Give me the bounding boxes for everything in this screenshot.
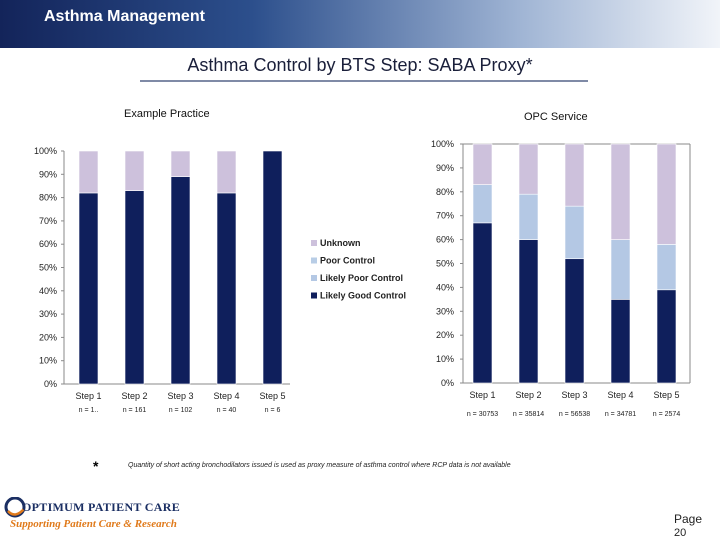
logo-tagline: Supporting Patient Care & Research — [10, 518, 177, 530]
bar-segment — [124, 190, 145, 385]
logo-name: OPTIMUM PATIENT CARE — [22, 500, 181, 514]
y-tick-label: 0% — [441, 378, 454, 388]
title-underline — [140, 80, 588, 82]
x-tick-label: Step 4 — [607, 390, 633, 400]
bar-segment — [518, 193, 539, 240]
page-number: 20 — [674, 527, 687, 539]
footnote-marker: * — [93, 458, 99, 474]
chart-title-example-practice: Example Practice — [124, 108, 210, 120]
x-tick-label: Step 5 — [259, 391, 285, 401]
logo-emblem-icon — [4, 497, 26, 518]
y-tick-label: 10% — [436, 354, 454, 364]
bar-segment — [124, 150, 145, 191]
x-tick-label: Step 3 — [167, 391, 193, 401]
legend-label: Likely Poor Control — [320, 273, 403, 283]
footnote-text: Quantity of short acting bronchodilators… — [128, 462, 511, 469]
n-label: n = 34781 — [605, 411, 636, 418]
legend-label: Unknown — [320, 238, 361, 248]
x-tick-label: Step 4 — [213, 391, 239, 401]
n-label: n = 161 — [123, 407, 147, 414]
y-tick-label: 100% — [431, 139, 454, 149]
bar-segment — [610, 239, 631, 300]
y-tick-label: 60% — [39, 239, 57, 249]
bar-segment — [472, 222, 493, 384]
y-tick-label: 80% — [436, 187, 454, 197]
y-tick-label: 50% — [39, 263, 57, 273]
chart-title-opc-service: OPC Service — [524, 111, 588, 123]
y-tick-label: 50% — [436, 259, 454, 269]
y-tick-label: 70% — [436, 211, 454, 221]
bar-segment — [564, 258, 585, 384]
bar-segment — [78, 192, 99, 385]
y-tick-label: 90% — [436, 163, 454, 173]
bar-segment — [170, 150, 191, 177]
y-tick-label: 20% — [39, 332, 57, 342]
x-tick-label: Step 2 — [515, 390, 541, 400]
legend-label: Likely Good Control — [320, 291, 406, 301]
legend-label: Poor Control — [320, 256, 375, 266]
bar-segment — [564, 143, 585, 207]
n-label: n = 6 — [265, 407, 281, 414]
y-tick-label: 0% — [44, 379, 57, 389]
x-tick-label: Step 2 — [121, 391, 147, 401]
y-tick-label: 100% — [34, 146, 57, 156]
y-tick-label: 20% — [436, 330, 454, 340]
bar-segment — [78, 150, 99, 194]
x-tick-label: Step 5 — [653, 390, 679, 400]
bar-segment — [610, 299, 631, 384]
legend-swatch — [311, 275, 317, 281]
legend-swatch — [311, 257, 317, 264]
bar-segment — [472, 143, 493, 185]
y-tick-label: 10% — [39, 356, 57, 366]
x-tick-label: Step 1 — [469, 390, 495, 400]
bar-segment — [656, 143, 677, 245]
n-label: n = 2574 — [653, 411, 681, 418]
y-tick-label: 30% — [39, 309, 57, 319]
bar-segment — [216, 192, 237, 385]
x-tick-label: Step 3 — [561, 390, 587, 400]
bar-segment — [656, 244, 677, 291]
y-tick-label: 90% — [39, 169, 57, 179]
n-label: n = 40 — [217, 407, 237, 414]
bar-segment — [518, 239, 539, 384]
bar-segment — [472, 184, 493, 224]
y-tick-label: 60% — [436, 235, 454, 245]
n-label: n = 56538 — [559, 411, 590, 418]
bar-segment — [216, 150, 237, 194]
n-label: n = 30753 — [467, 411, 498, 418]
bar-segment — [170, 176, 191, 385]
slide-title: Asthma Control by BTS Step: SABA Proxy* — [187, 55, 533, 75]
page-label: Page — [674, 512, 703, 526]
n-label: n = 102 — [169, 407, 193, 414]
n-label: n = 35814 — [513, 411, 544, 418]
legend-swatch — [311, 292, 317, 299]
y-tick-label: 40% — [436, 282, 454, 292]
header-title: Asthma Management — [44, 8, 205, 25]
y-tick-label: 30% — [436, 306, 454, 316]
bar-segment — [518, 143, 539, 195]
bar-segment — [656, 289, 677, 384]
y-tick-label: 70% — [39, 216, 57, 226]
bar-segment — [610, 143, 631, 240]
n-label: n = 1.. — [79, 407, 99, 414]
y-tick-label: 80% — [39, 193, 57, 203]
bar-segment — [564, 205, 585, 260]
y-tick-label: 40% — [39, 286, 57, 296]
x-tick-label: Step 1 — [75, 391, 101, 401]
company-logo: OPTIMUM PATIENT CARE Supporting Patient … — [4, 497, 194, 537]
legend-swatch — [311, 240, 317, 246]
header-banner: Asthma Management — [0, 0, 720, 48]
bar-segment — [262, 150, 283, 385]
